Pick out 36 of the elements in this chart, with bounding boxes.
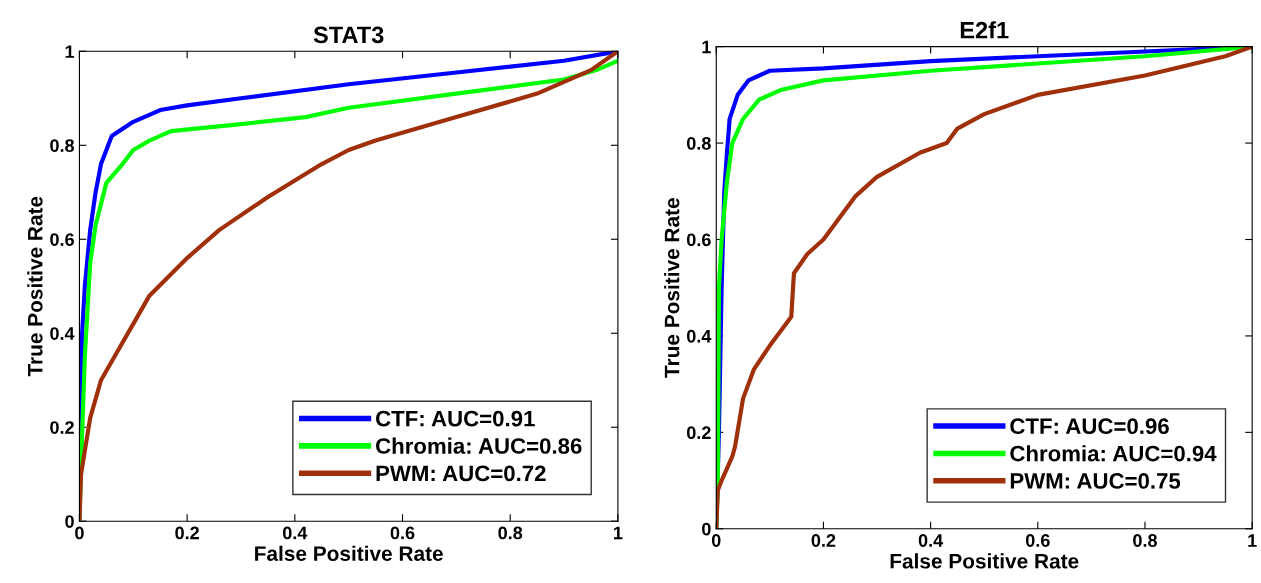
x-tick-label: 0.6 xyxy=(390,526,415,540)
x-tick-label: 0 xyxy=(711,534,721,547)
line-series xyxy=(716,46,1253,529)
y-tick-label: 0.6 xyxy=(50,233,74,246)
x-tick-label: 0.4 xyxy=(282,526,308,540)
y-tick-label: 0.2 xyxy=(687,426,711,440)
y-tick-label: 0.8 xyxy=(50,139,75,152)
x-tick-label: 0.2 xyxy=(175,526,199,540)
legend-label: PWM: AUC=0.75 xyxy=(1010,473,1181,489)
y-tick-label: 1 xyxy=(702,40,711,54)
x-tick-label: 0.8 xyxy=(498,526,523,540)
x-tick-label: 0.4 xyxy=(918,534,944,547)
legend-label: Chromia: AUC=0.94 xyxy=(1010,445,1217,462)
y-tick-label: 0.4 xyxy=(50,327,75,340)
legend-label: CTF: AUC=0.96 xyxy=(1010,418,1169,435)
x-axis-title: False Positive Rate xyxy=(890,553,1079,569)
legend-label: PWM: AUC=0.72 xyxy=(376,465,546,482)
x-tick-label: 1 xyxy=(1248,534,1257,547)
x-axis-title: False Positive Rate xyxy=(255,545,443,561)
y-tick-label: 0.4 xyxy=(687,329,712,343)
y-axis-title: True Positive Rate xyxy=(27,196,43,377)
chart-title: STAT3 xyxy=(313,26,384,44)
legend-label: Chromia: AUC=0.86 xyxy=(376,437,582,454)
y-tick-label: 0 xyxy=(65,515,74,528)
y-axis-title: True Positive Rate xyxy=(664,198,680,378)
x-tick-label: 0.6 xyxy=(1025,534,1050,547)
x-tick-label: 0 xyxy=(75,526,84,540)
chart-title: E2f1 xyxy=(960,21,1009,39)
x-tick-label: 1 xyxy=(614,526,623,540)
x-tick-label: 0.2 xyxy=(811,534,836,547)
y-tick-label: 0.2 xyxy=(50,421,74,434)
y-tick-label: 0.6 xyxy=(687,233,711,247)
x-tick-label: 0.8 xyxy=(1133,534,1157,547)
y-tick-label: 1 xyxy=(65,45,75,58)
y-tick-label: 0.8 xyxy=(687,137,711,150)
legend-label: CTF: AUC=0.91 xyxy=(376,410,535,427)
